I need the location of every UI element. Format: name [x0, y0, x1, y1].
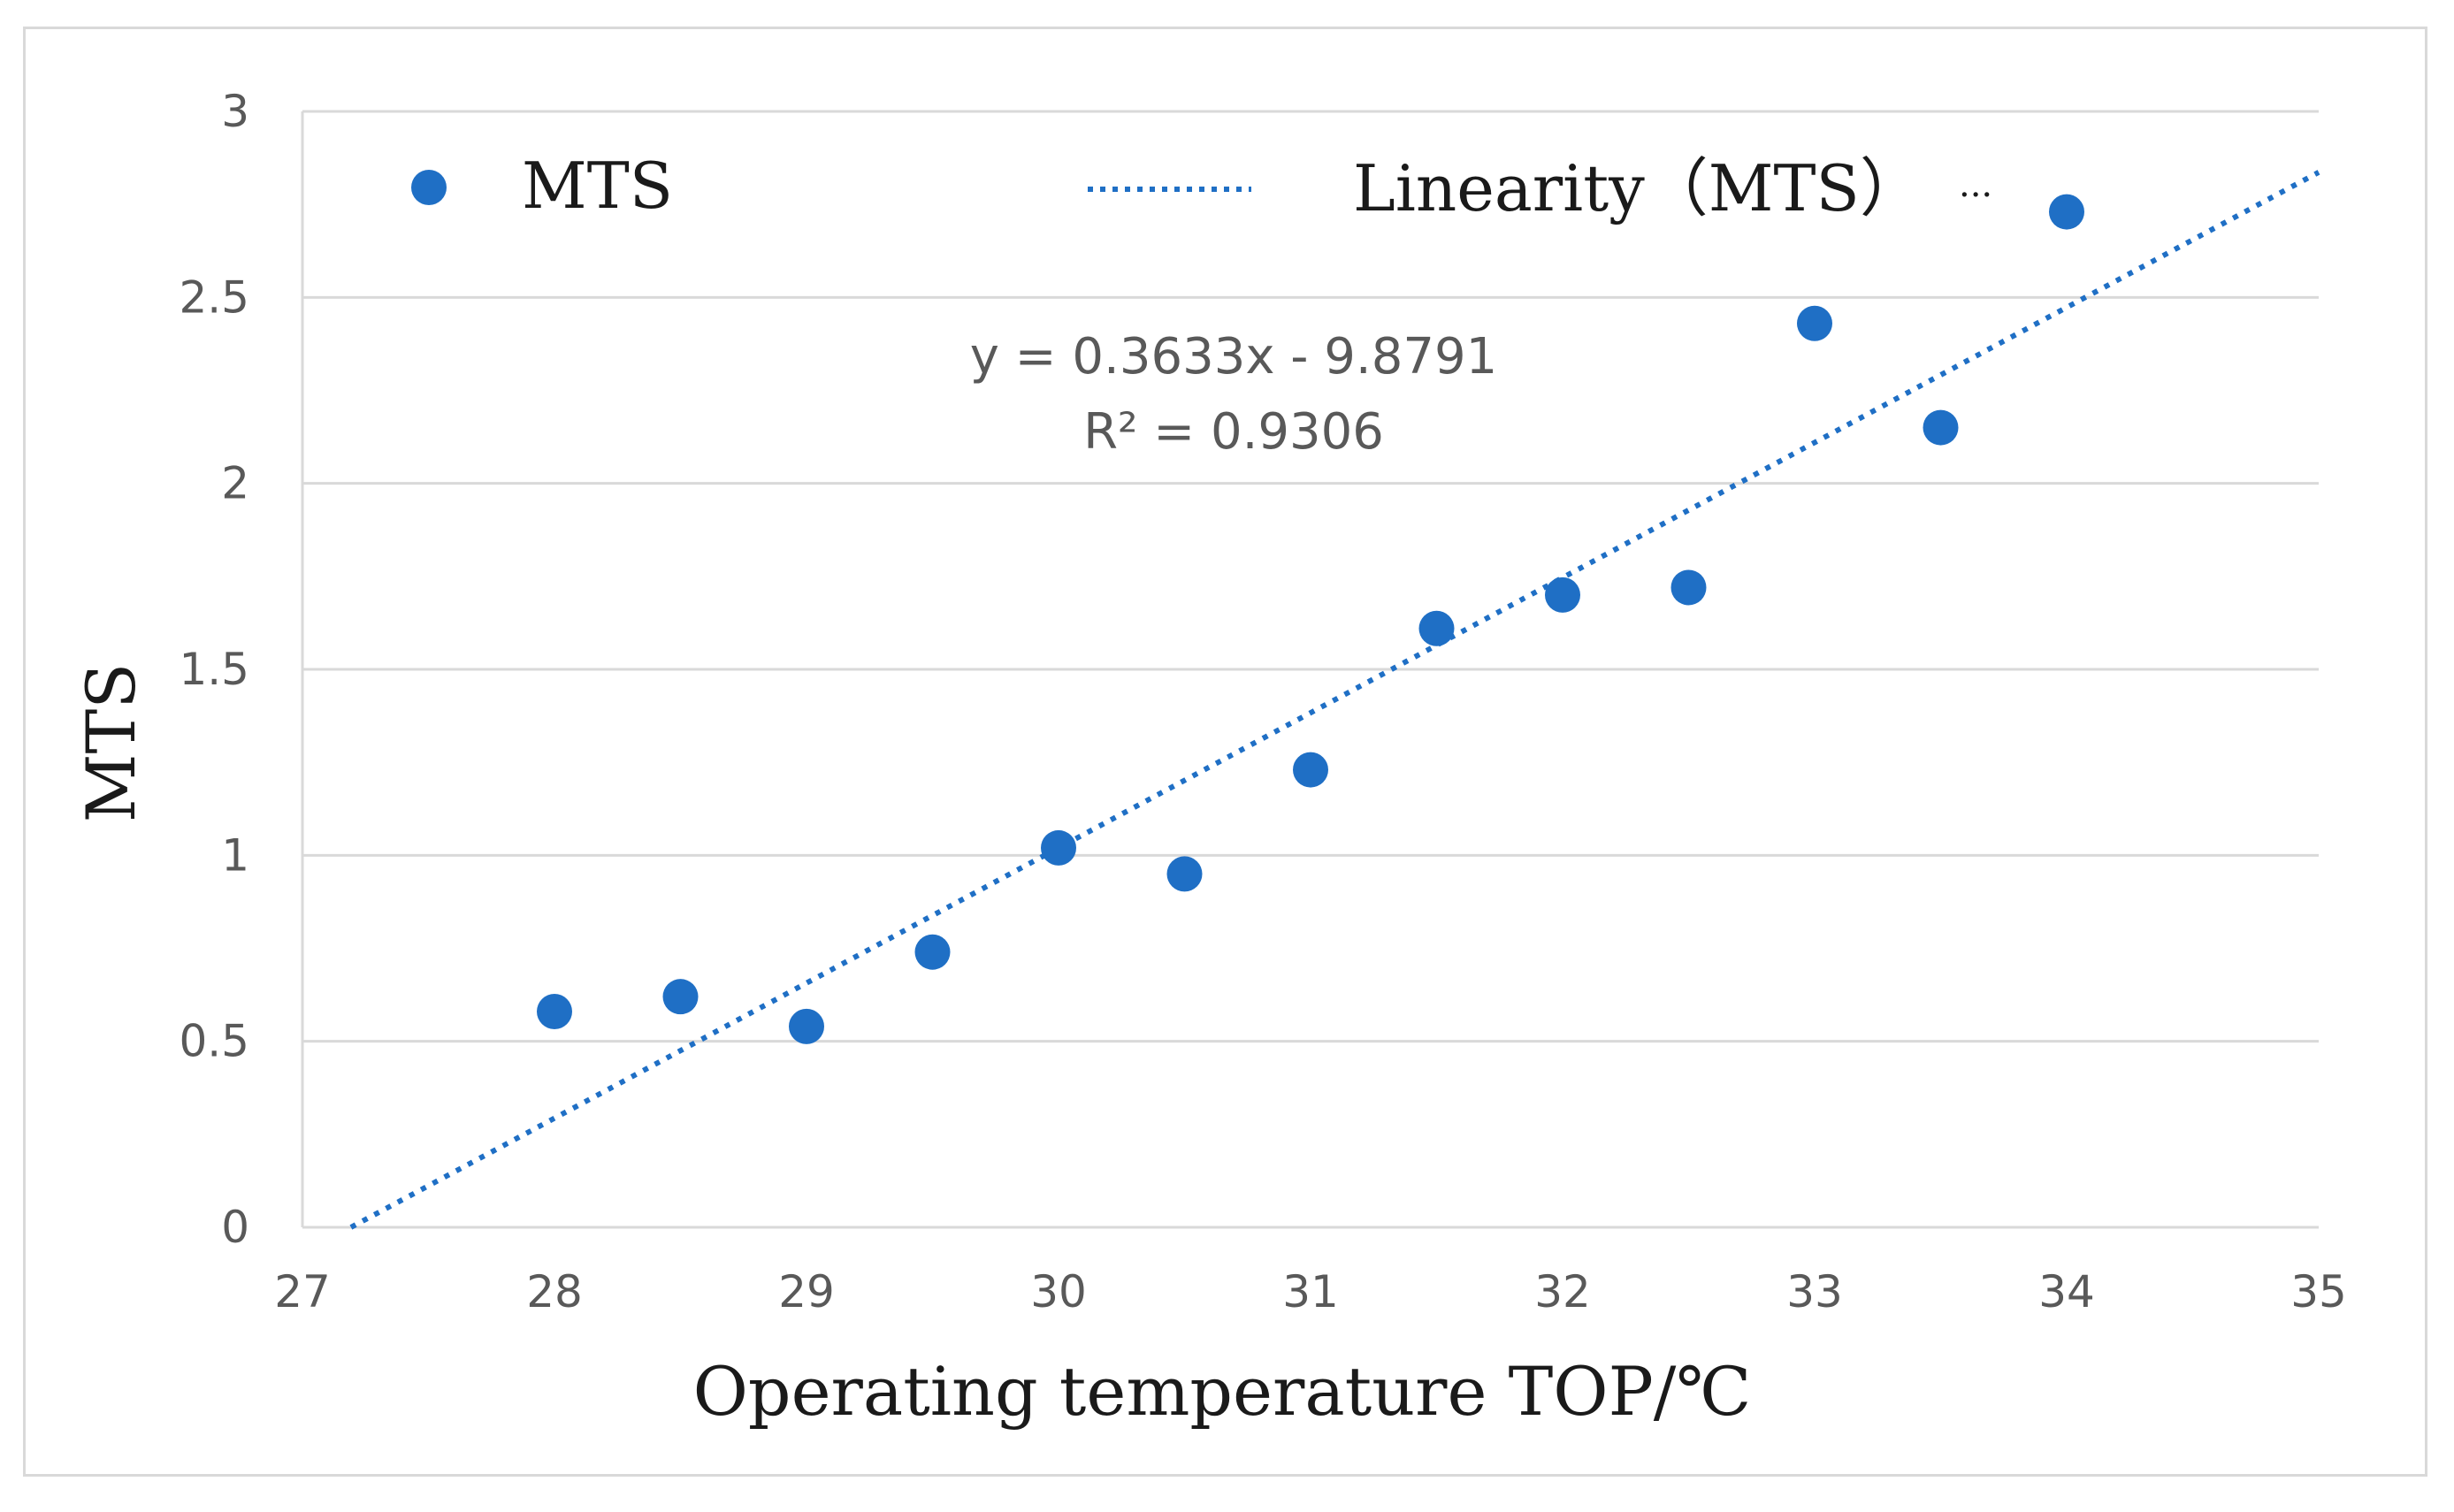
x-tick-label: 28: [526, 1266, 583, 1317]
data-point: [789, 1008, 824, 1044]
y-tick-label: 1.5: [179, 644, 249, 695]
data-point: [1041, 829, 1076, 866]
data-point: [2049, 194, 2084, 230]
y-tick-label: 2: [221, 458, 249, 509]
y-tick-label: 0.5: [179, 1016, 249, 1067]
data-point: [1166, 856, 1203, 892]
data-point: [1418, 610, 1455, 646]
x-tick-label: 32: [1534, 1266, 1591, 1317]
data-point: [1545, 577, 1580, 613]
y-axis-title: MTS: [72, 663, 150, 823]
legend: MTS Linearity（MTS） ...: [411, 149, 1992, 225]
trendline-r-squared: R² = 0.9306: [1083, 403, 1384, 461]
data-point: [1923, 409, 1959, 446]
data-point: [537, 994, 572, 1030]
trendline-layer: [349, 170, 2320, 1230]
data-point: [914, 934, 951, 970]
legend-label-mts: MTS: [522, 149, 673, 223]
data-point: [1797, 305, 1832, 341]
legend-marker-mts: [411, 170, 447, 205]
x-tick-label: 30: [1030, 1266, 1087, 1317]
chart-frame: [23, 27, 2427, 1477]
y-tick-label: 1: [221, 829, 249, 881]
x-tick-label: 34: [2038, 1266, 2095, 1317]
y-tick-labels: 0 0.5 1 1.5 2 2.5 3: [179, 86, 249, 1253]
legend-label-trendline: Linearity（MTS）: [1353, 151, 1923, 225]
x-tick-label: 31: [1282, 1266, 1339, 1317]
data-points: [537, 194, 2084, 1044]
trendline: [349, 170, 2320, 1230]
x-tick-label: 27: [274, 1266, 331, 1317]
trendline-equation: y = 0.3633x - 9.8791: [970, 328, 1498, 386]
data-point: [1670, 569, 1707, 606]
y-tick-label: 0: [221, 1202, 249, 1253]
data-point: [662, 979, 699, 1015]
axes: [301, 111, 2319, 1229]
y-tick-label: 2.5: [179, 271, 249, 323]
x-tick-label: 33: [1786, 1266, 1843, 1317]
x-axis-title: Operating temperature TOP/℃: [693, 1352, 1752, 1431]
data-point: [1293, 752, 1328, 788]
legend-overflow-marker: ...: [1959, 164, 1992, 205]
x-tick-labels: 27 28 29 30 31 32 33 34 35: [274, 1266, 2347, 1317]
x-tick-label: 35: [2290, 1266, 2347, 1317]
y-tick-label: 3: [221, 86, 249, 137]
x-tick-label: 29: [778, 1266, 835, 1317]
gridlines: [302, 110, 2319, 1043]
